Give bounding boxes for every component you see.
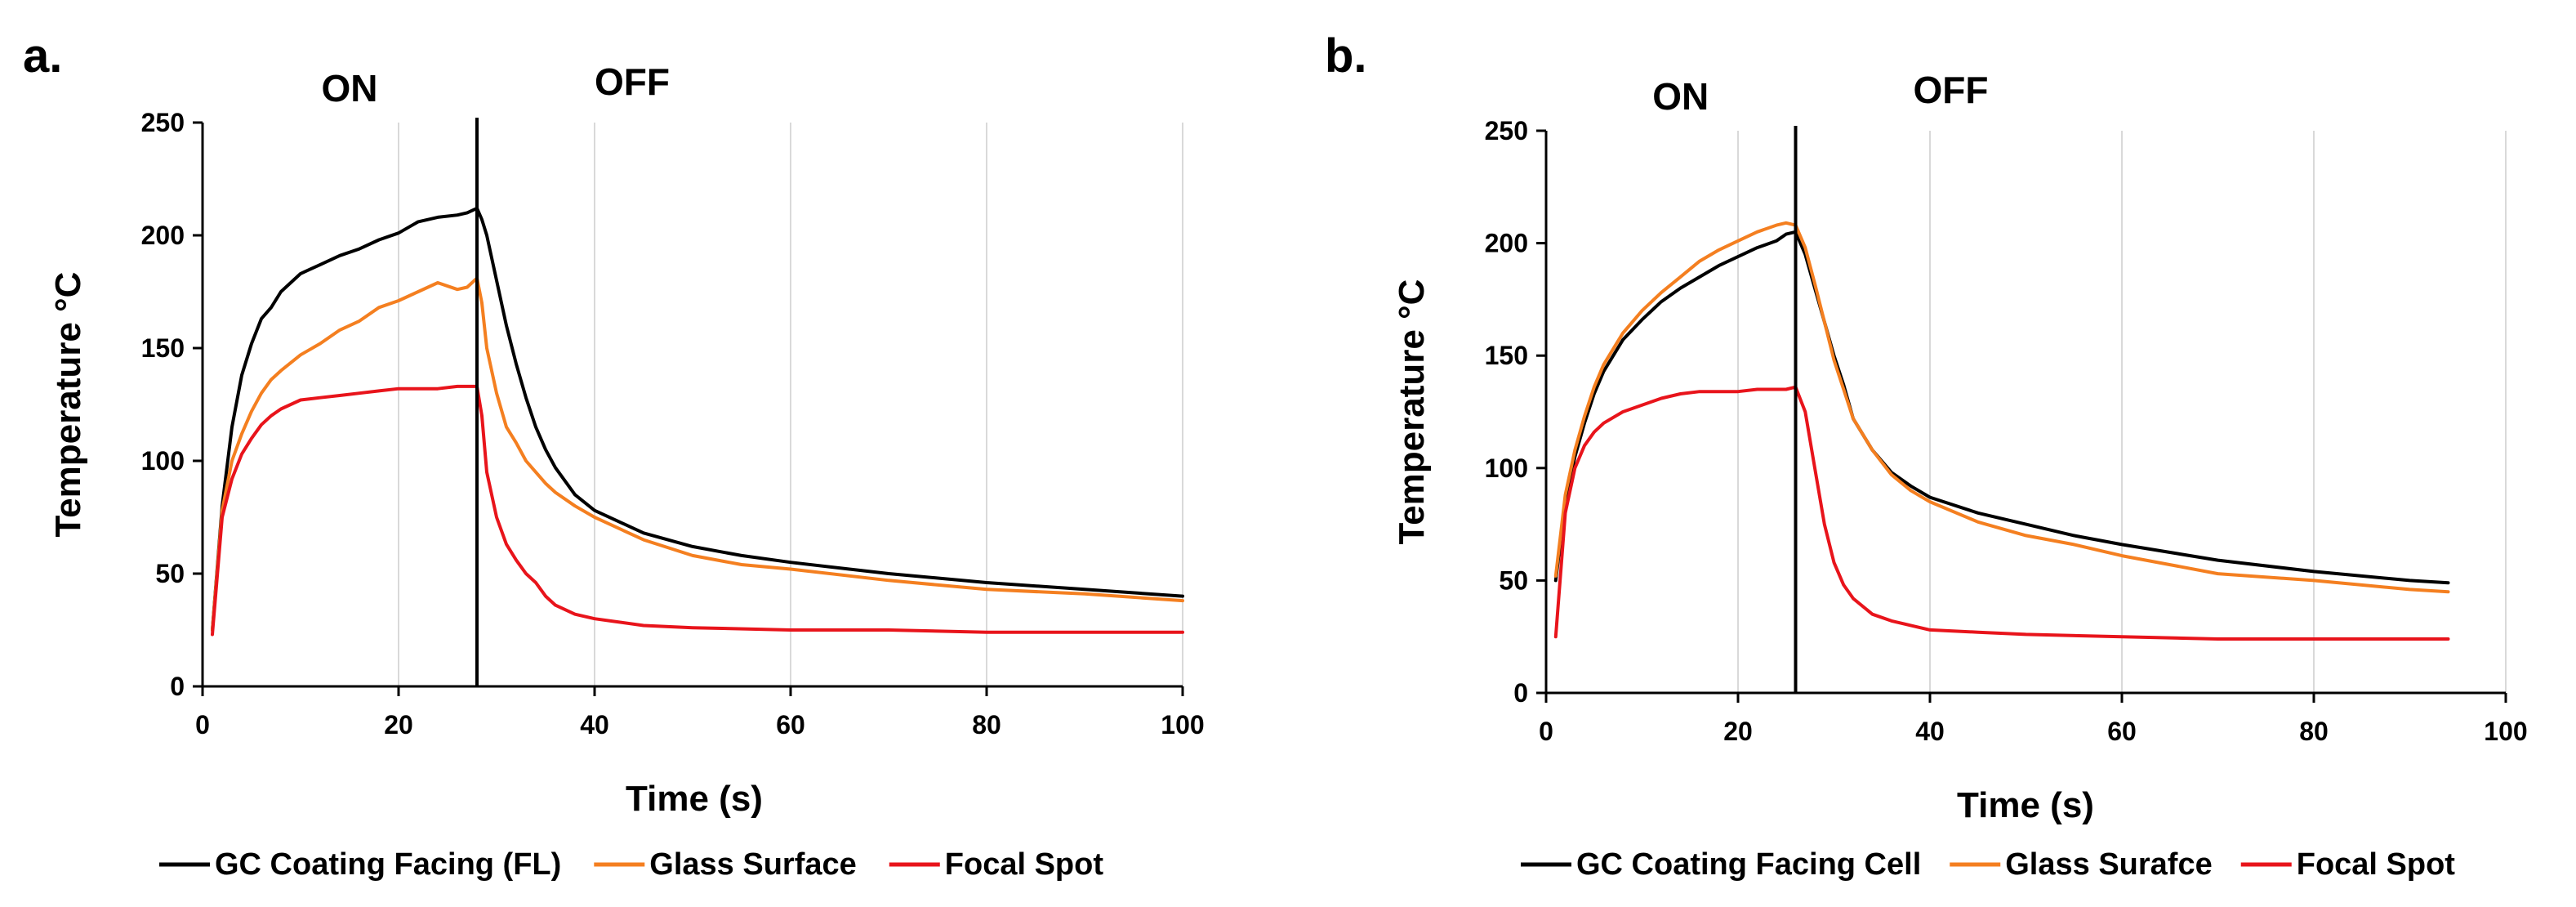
legend-item: Focal Spot [2240, 847, 2456, 882]
y-tick-label: 100 [141, 446, 185, 476]
y-axis-title: Temperature °C [48, 272, 88, 538]
x-tick-label: 80 [2299, 717, 2329, 746]
x-tick-label: 60 [2107, 717, 2137, 746]
series-line-focal [211, 384, 1184, 637]
series-line-glass [1553, 221, 2450, 594]
y-tick-label: 250 [1485, 116, 1528, 145]
y-tick-label: 100 [1485, 454, 1528, 483]
x-tick-label: 0 [195, 710, 210, 739]
x-tick-label: 100 [1161, 710, 1204, 739]
y-tick-label: 150 [1485, 341, 1528, 370]
y-tick-label: 0 [170, 672, 185, 701]
legend-item: GC Coating Facing (FL) [159, 847, 561, 882]
x-axis-title: Time (s) [1957, 785, 2094, 825]
series-line-focal [1553, 385, 2450, 641]
series-line-coating [1553, 230, 2450, 585]
panel-label: b. [1325, 29, 1367, 83]
legend-item: Glass Surafce [1950, 847, 2213, 882]
x-tick-label: 20 [1723, 717, 1753, 746]
legend-item: Focal Spot [889, 847, 1104, 882]
phase-off-label: OFF [1914, 69, 1989, 111]
legend-item: Glass Surface [594, 847, 857, 882]
y-tick-label: 150 [141, 333, 185, 363]
series-line-coating [211, 206, 1184, 632]
phase-on-label: ON [322, 67, 378, 109]
legend-label: Glass Surafce [2005, 847, 2212, 882]
y-tick-label: 50 [1499, 565, 1528, 595]
phase-on-label: ON [1652, 75, 1709, 118]
legend-label: Glass Surface [649, 847, 856, 882]
phase-off-label: OFF [595, 60, 670, 103]
x-tick-label: 40 [1915, 717, 1945, 746]
legend-label: GC Coating Facing (FL) [215, 847, 561, 882]
y-tick-label: 200 [1485, 229, 1528, 258]
series-line-glass [211, 276, 1184, 632]
x-tick-label: 60 [776, 710, 805, 739]
legend-label: Focal Spot [2297, 847, 2456, 882]
legend-label: Focal Spot [945, 847, 1104, 882]
y-tick-label: 50 [155, 559, 185, 588]
x-tick-label: 80 [972, 710, 1001, 739]
y-axis-title: Temperature °C [1392, 279, 1432, 545]
x-tick-label: 100 [2484, 717, 2527, 746]
x-tick-label: 40 [580, 710, 609, 739]
panel-label: a. [23, 29, 62, 83]
y-tick-label: 0 [1513, 678, 1528, 708]
x-tick-label: 0 [1539, 717, 1553, 746]
legend-item: GC Coating Facing Cell [1521, 847, 1921, 882]
chart-panel-b: 0 50 100 150 200 250 0 20 40 60 80 100 ON OFF b. Time (… [1325, 29, 2528, 882]
chart-panel-a: 0 50 100 150 200 250 0 20 40 60 80 100 ON OFF a. Time (… [23, 29, 1205, 882]
x-tick-label: 20 [384, 710, 413, 739]
y-tick-label: 200 [141, 221, 185, 250]
legend-label: GC Coating Facing Cell [1576, 847, 1921, 882]
x-axis-title: Time (s) [626, 779, 763, 819]
y-tick-label: 250 [141, 108, 185, 137]
